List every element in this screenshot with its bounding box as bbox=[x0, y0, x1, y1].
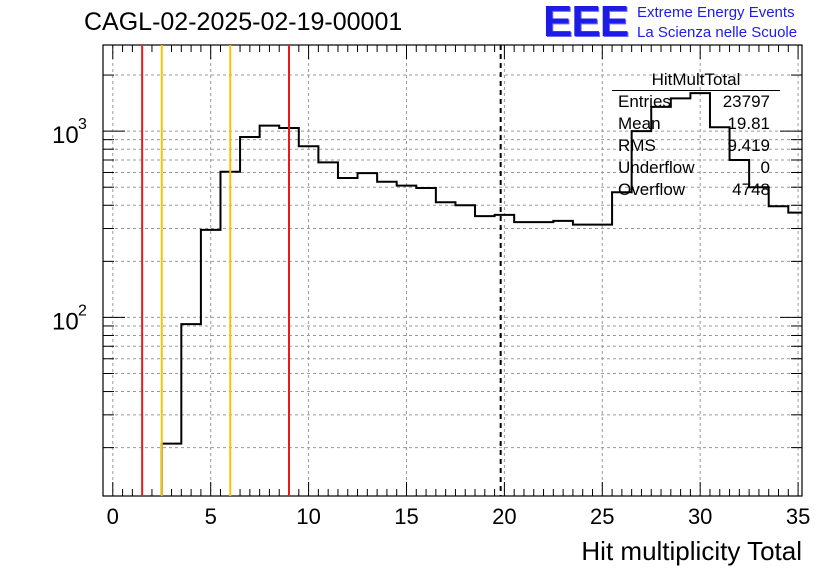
y-tick-label: 10 bbox=[52, 122, 79, 149]
stats-value: 9.419 bbox=[727, 136, 770, 155]
plot-frame bbox=[102, 44, 803, 497]
stats-value: 23797 bbox=[722, 92, 770, 111]
stats-title: HitMultTotal bbox=[612, 70, 780, 91]
stats-label: Underflow bbox=[618, 158, 695, 177]
eee-logo: EEE bbox=[543, 0, 629, 46]
x-tick-label: 25 bbox=[590, 504, 614, 529]
x-axis-label: Hit multiplicity Total bbox=[581, 536, 802, 566]
x-tick-label: 10 bbox=[296, 504, 320, 529]
stats-box: HitMultTotal Entries 23797 Mean 19.81 RM… bbox=[612, 70, 780, 201]
stats-label: RMS bbox=[618, 136, 656, 155]
x-tick-label: 15 bbox=[394, 504, 418, 529]
stats-value: 4748 bbox=[732, 180, 770, 199]
stats-row-rms: RMS 9.419 bbox=[612, 135, 780, 157]
x-tick-label: 20 bbox=[492, 504, 516, 529]
stats-row-entries: Entries 23797 bbox=[612, 91, 780, 113]
stats-label: Entries bbox=[618, 92, 671, 111]
stats-row-mean: Mean 19.81 bbox=[612, 113, 780, 135]
x-tick-label: 5 bbox=[205, 504, 217, 529]
logo-line-1: Extreme Energy Events bbox=[637, 4, 795, 21]
y-tick-label: 10 bbox=[52, 308, 79, 335]
run-title: CAGL-02-2025-02-19-00001 bbox=[84, 8, 403, 36]
stats-value: 19.81 bbox=[727, 114, 770, 133]
y-tick-exponent: 2 bbox=[78, 302, 87, 319]
stats-label: Mean bbox=[618, 114, 661, 133]
y-tick-exponent: 3 bbox=[78, 116, 87, 133]
x-tick-label: 35 bbox=[786, 504, 810, 529]
x-tick-label: 30 bbox=[688, 504, 712, 529]
stats-row-underflow: Underflow 0 bbox=[612, 157, 780, 179]
stats-label: Overflow bbox=[618, 180, 686, 199]
histogram-line bbox=[160, 92, 802, 496]
logo-line-2: La Scienza nelle Scuole bbox=[637, 24, 798, 41]
x-tick-label: 0 bbox=[107, 504, 119, 529]
stats-value: 0 bbox=[760, 158, 770, 177]
stats-row-overflow: Overflow 4748 bbox=[612, 179, 780, 201]
